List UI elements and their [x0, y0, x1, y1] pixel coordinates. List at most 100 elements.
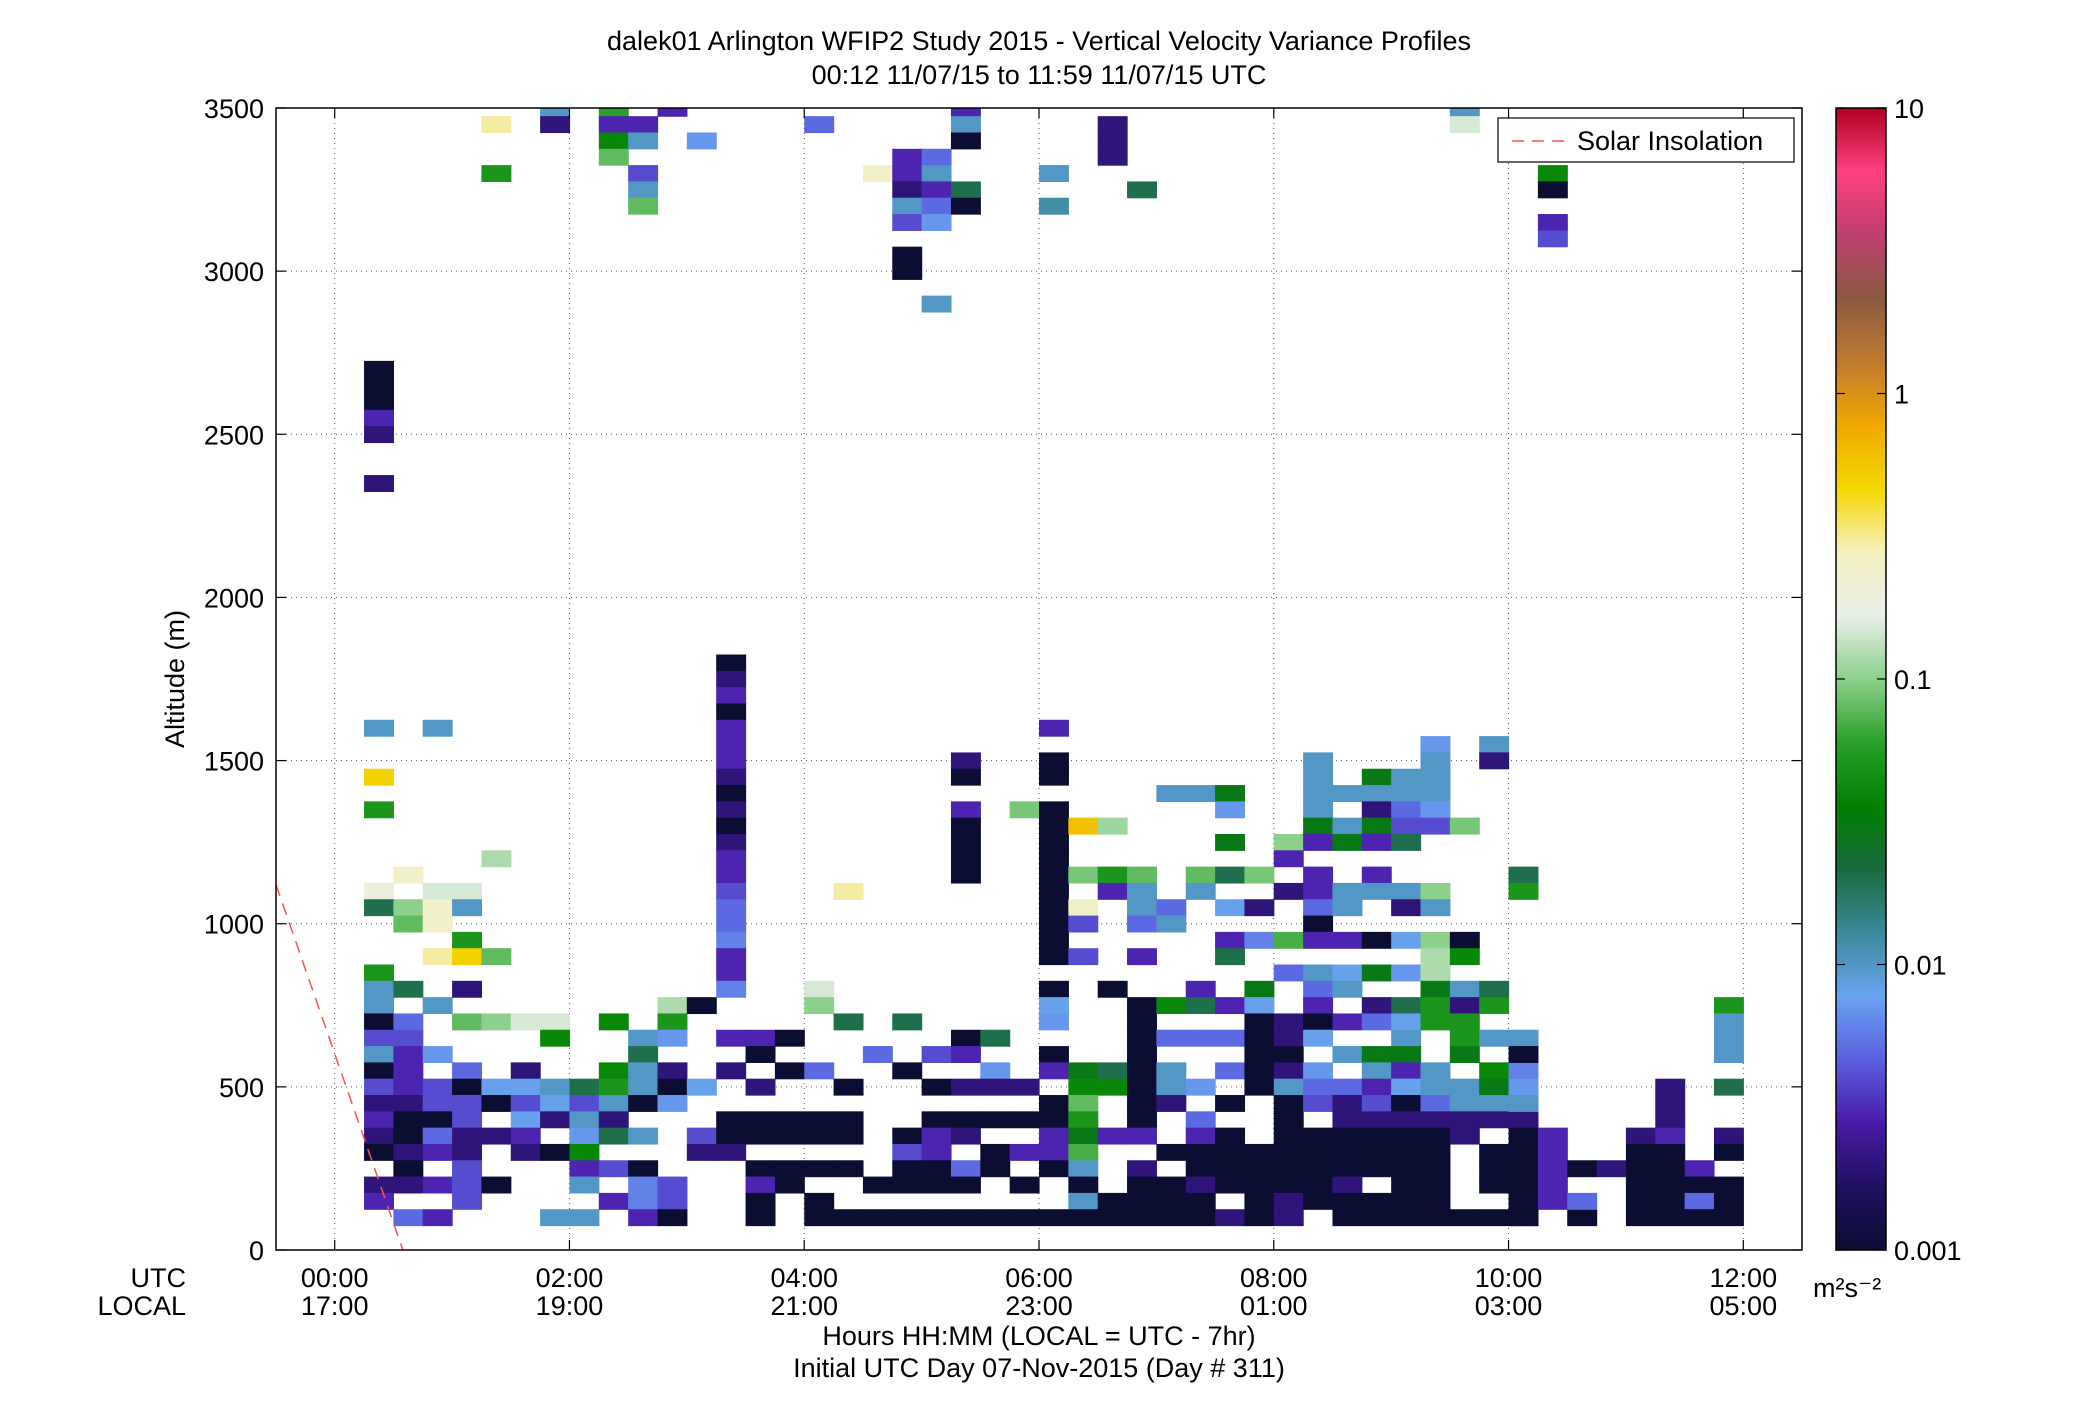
heatmap-cell — [892, 1127, 923, 1145]
heatmap-cell — [1068, 915, 1099, 933]
heatmap-cell — [1215, 1160, 1246, 1178]
heatmap-cell — [1039, 197, 1069, 215]
heatmap-cell — [1097, 882, 1128, 900]
heatmap-cell — [1185, 1192, 1216, 1210]
heatmap-cell — [1215, 1095, 1246, 1112]
heatmap-cell — [716, 948, 747, 966]
heatmap-cell — [1156, 915, 1187, 933]
heatmap-cell — [1332, 899, 1363, 917]
y-tick-label: 2000 — [204, 583, 264, 613]
heatmap-cell — [1332, 833, 1363, 851]
heatmap-cell — [1508, 1078, 1539, 1096]
heatmap-cell — [1655, 1078, 1686, 1096]
heatmap-cell — [1039, 1160, 1069, 1178]
heatmap-cell — [422, 948, 453, 966]
heatmap-cell — [1361, 1046, 1392, 1063]
y-tick-label: 2500 — [204, 420, 264, 450]
heatmap-cell — [1391, 882, 1422, 900]
heatmap-cell — [1508, 1143, 1539, 1161]
heatmap-cell — [1303, 785, 1334, 802]
heatmap-cell — [1185, 1160, 1216, 1178]
heatmap-cell — [1273, 1143, 1304, 1161]
heatmap-cell — [1391, 785, 1422, 802]
heatmap-cell — [1156, 899, 1187, 917]
heatmap-cell — [950, 1160, 981, 1178]
heatmap-cell — [1156, 1209, 1187, 1227]
heatmap-cell — [1068, 1160, 1099, 1178]
heatmap-cell — [1068, 948, 1099, 966]
heatmap-cell — [1039, 817, 1069, 835]
heatmap-cell — [1449, 997, 1480, 1015]
heatmap-cell — [1361, 1127, 1392, 1145]
heatmap-cell — [452, 980, 483, 998]
heatmap-cell — [364, 1176, 394, 1194]
x-axis-label-line2: Initial UTC Day 07-Nov-2015 (Day # 311) — [793, 1353, 1285, 1383]
heatmap-cell — [393, 1029, 424, 1047]
heatmap-cell — [481, 948, 512, 966]
heatmap-cell — [1097, 1209, 1128, 1227]
heatmap-cell — [1537, 1192, 1568, 1210]
heatmap-cell — [510, 1111, 541, 1129]
heatmap-cell — [1068, 1111, 1099, 1129]
legend: Solar Insolation — [1497, 117, 1795, 163]
x-tick-label-local: 21:00 — [770, 1291, 838, 1321]
heatmap-cell — [833, 1160, 864, 1178]
x-tick-label-local: 17:00 — [301, 1291, 369, 1321]
heatmap-cell — [716, 850, 747, 868]
heatmap-cell — [745, 1127, 776, 1145]
heatmap-cell — [833, 1078, 864, 1096]
heatmap-cell — [1713, 1176, 1744, 1194]
heatmap-cell — [1068, 1078, 1099, 1096]
heatmap-cell — [1068, 1192, 1099, 1210]
x-tick-label-utc: 08:00 — [1240, 1263, 1308, 1293]
heatmap-cell — [1420, 1095, 1451, 1112]
heatmap-cell — [1127, 1127, 1157, 1145]
heatmap-cell — [1127, 1111, 1157, 1129]
heatmap-cell — [1332, 1046, 1363, 1063]
heatmap-cell — [950, 801, 981, 819]
heatmap-cell — [716, 1029, 747, 1047]
heatmap-cell — [540, 1111, 571, 1129]
heatmap-cell — [1185, 1078, 1216, 1096]
heatmap-cell — [1713, 997, 1744, 1015]
heatmap-cell — [1303, 964, 1334, 982]
heatmap-cell — [628, 1127, 659, 1145]
heatmap-cell — [921, 148, 952, 166]
heatmap-cell — [950, 1029, 981, 1047]
heatmap-cell — [1391, 801, 1422, 819]
heatmap-cell — [716, 866, 747, 884]
heatmap-cell — [1156, 1062, 1187, 1080]
heatmap-cell — [1097, 148, 1128, 166]
heatmap-cell — [1156, 1078, 1187, 1096]
heatmap-cell — [1508, 1062, 1539, 1080]
heatmap-cell — [1215, 948, 1246, 966]
heatmap-cell — [393, 1095, 424, 1112]
heatmap-cell — [1567, 1192, 1598, 1210]
heatmap-cell — [1391, 1029, 1422, 1047]
heatmap-cell — [1215, 1176, 1246, 1194]
heatmap-cell — [657, 1013, 688, 1031]
legend-box — [1497, 117, 1795, 163]
heatmap-cell — [1332, 1111, 1363, 1129]
heatmap-cell — [1185, 1029, 1216, 1047]
heatmap-cell — [393, 1013, 424, 1031]
heatmap-cell — [1068, 1143, 1099, 1161]
heatmap-cell — [1303, 817, 1334, 835]
heatmap-cell — [598, 1111, 629, 1129]
heatmap-cell — [1215, 833, 1246, 851]
heatmap-cell — [1420, 1143, 1451, 1161]
heatmap-cell — [1361, 882, 1392, 900]
heatmap-cell — [364, 1111, 394, 1129]
heatmap-cell — [1215, 997, 1246, 1015]
heatmap-cell — [1303, 915, 1334, 933]
heatmap-cell — [1449, 1046, 1480, 1063]
heatmap-cell — [950, 1209, 981, 1227]
heatmap-cell — [393, 1062, 424, 1080]
heatmap-cell — [1361, 1192, 1392, 1210]
heatmap-cell — [1508, 1127, 1539, 1145]
heatmap-cell — [422, 1209, 453, 1227]
heatmap-cell — [452, 931, 483, 949]
heatmap-cell — [1449, 1127, 1480, 1145]
heatmap-cell — [1449, 116, 1480, 134]
